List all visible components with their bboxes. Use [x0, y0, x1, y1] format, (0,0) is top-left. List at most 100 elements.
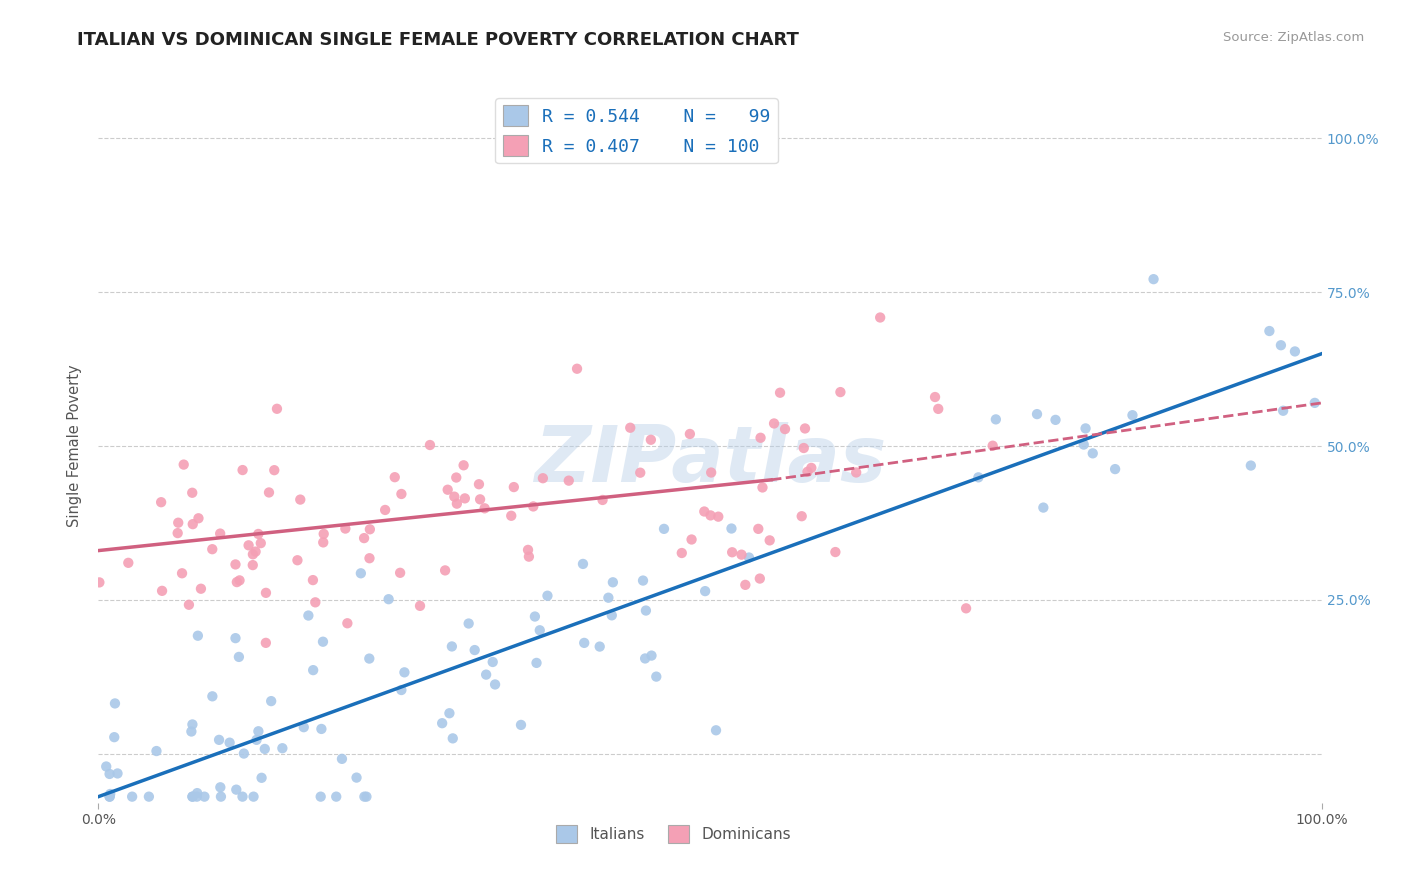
- Point: [1104, 462, 1126, 476]
- Point: [232, 747, 254, 761]
- Point: [481, 655, 503, 669]
- Point: [523, 609, 546, 624]
- Point: [257, 485, 280, 500]
- Point: [824, 545, 846, 559]
- Point: [634, 651, 657, 665]
- Point: [170, 566, 193, 581]
- Point: [238, 538, 260, 552]
- Point: [177, 598, 200, 612]
- Point: [1073, 437, 1095, 451]
- Point: [201, 542, 224, 557]
- Point: [704, 723, 727, 738]
- Point: [173, 458, 195, 472]
- Point: [869, 310, 891, 325]
- Point: [558, 474, 581, 488]
- Point: [180, 724, 202, 739]
- Point: [474, 501, 496, 516]
- Point: [502, 480, 524, 494]
- Point: [720, 522, 742, 536]
- Point: [763, 417, 786, 431]
- Point: [619, 421, 641, 435]
- Point: [796, 465, 818, 479]
- Point: [446, 470, 468, 484]
- Point: [598, 591, 620, 605]
- Point: [1270, 338, 1292, 352]
- Point: [271, 741, 294, 756]
- Point: [572, 557, 595, 571]
- Point: [181, 717, 204, 731]
- Point: [330, 752, 353, 766]
- Point: [384, 470, 406, 484]
- Point: [309, 789, 332, 804]
- Point: [955, 601, 977, 615]
- Point: [350, 566, 373, 581]
- Point: [245, 544, 267, 558]
- Point: [652, 522, 675, 536]
- Point: [181, 517, 204, 532]
- Point: [574, 636, 596, 650]
- Point: [747, 522, 769, 536]
- Point: [290, 492, 312, 507]
- Point: [453, 458, 475, 473]
- Point: [681, 533, 703, 547]
- Y-axis label: Single Female Poverty: Single Female Poverty: [67, 365, 83, 527]
- Point: [249, 536, 271, 550]
- Point: [468, 492, 491, 507]
- Point: [734, 578, 756, 592]
- Point: [730, 548, 752, 562]
- Point: [700, 466, 723, 480]
- Point: [254, 586, 277, 600]
- Point: [247, 527, 270, 541]
- Point: [353, 789, 375, 804]
- Point: [228, 574, 250, 588]
- Point: [981, 439, 1004, 453]
- Point: [439, 706, 461, 721]
- Text: Source: ZipAtlas.com: Source: ZipAtlas.com: [1223, 31, 1364, 45]
- Point: [346, 771, 368, 785]
- Point: [830, 385, 852, 400]
- Point: [468, 477, 491, 491]
- Point: [89, 575, 111, 590]
- Point: [748, 572, 770, 586]
- Point: [266, 401, 288, 416]
- Point: [302, 573, 325, 587]
- Point: [475, 667, 498, 681]
- Point: [1074, 421, 1097, 435]
- Point: [526, 656, 548, 670]
- Point: [484, 677, 506, 691]
- Point: [430, 716, 453, 731]
- Point: [749, 431, 772, 445]
- Point: [96, 759, 118, 773]
- Point: [103, 730, 125, 744]
- Point: [517, 549, 540, 564]
- Point: [419, 438, 441, 452]
- Legend: Italians, Dominicans: Italians, Dominicans: [550, 819, 797, 848]
- Point: [440, 640, 463, 654]
- Point: [773, 422, 796, 436]
- Point: [186, 786, 208, 800]
- Point: [232, 463, 254, 477]
- Point: [679, 427, 702, 442]
- Point: [1121, 408, 1143, 422]
- Point: [107, 766, 129, 780]
- Point: [600, 608, 623, 623]
- Point: [224, 631, 246, 645]
- Point: [209, 780, 232, 795]
- Point: [389, 566, 412, 580]
- Point: [304, 595, 326, 609]
- Point: [751, 480, 773, 494]
- Point: [208, 732, 231, 747]
- Point: [441, 731, 464, 746]
- Point: [794, 421, 817, 435]
- Point: [443, 490, 465, 504]
- Point: [225, 575, 247, 590]
- Point: [695, 584, 717, 599]
- Point: [181, 789, 204, 804]
- Point: [1032, 500, 1054, 515]
- Point: [1026, 407, 1049, 421]
- Point: [150, 495, 173, 509]
- Point: [263, 463, 285, 477]
- Point: [359, 522, 381, 536]
- Point: [1045, 413, 1067, 427]
- Point: [201, 690, 224, 704]
